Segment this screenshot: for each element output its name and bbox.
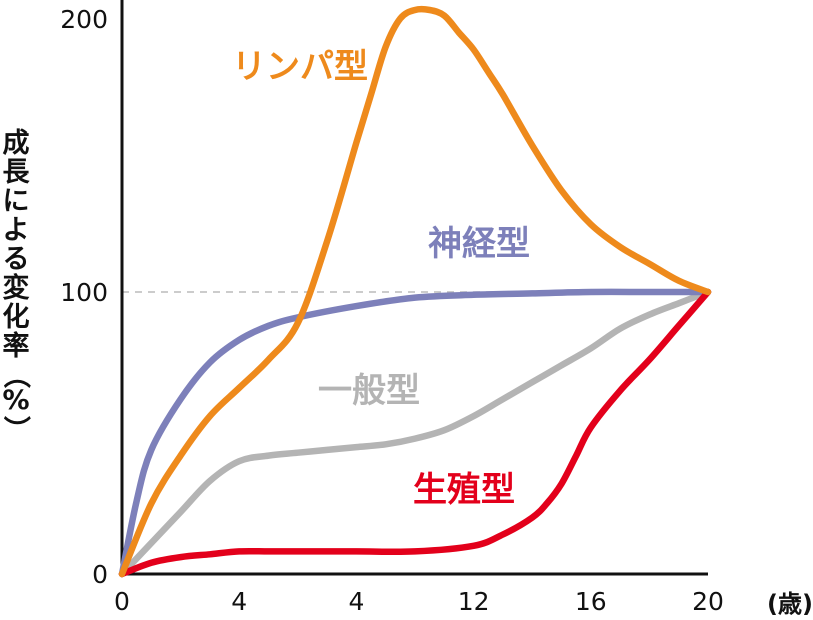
x-tick-label: 20 [692, 587, 724, 616]
series-label-reproductive: 生殖型 [413, 470, 515, 510]
x-tick-label: 12 [458, 587, 490, 616]
series-label-neural: 神経型 [428, 224, 530, 264]
y-axis-label-char: % [2, 385, 29, 416]
y-axis-label-char: 率 [3, 330, 30, 362]
axes [120, 0, 708, 576]
y-axis-label-char: に [3, 186, 30, 217]
y-tick-labels: 0 100 200 [60, 5, 108, 589]
x-axis-unit-label: (歳) [767, 590, 813, 618]
series-line-general [118, 288, 712, 578]
y-tick-label: 100 [60, 278, 108, 307]
y-axis-label-char: （ [0, 362, 31, 389]
y-axis-label-char: 変 [3, 272, 30, 304]
y-tick-label: 0 [92, 560, 108, 589]
series-label-general: 一般型 [318, 371, 420, 411]
y-axis-label-char: よ [3, 215, 30, 246]
series-line-neural [118, 288, 712, 578]
series-line-reproductive [118, 288, 712, 578]
x-tick-label: 4 [231, 587, 247, 616]
y-axis-label-char: 長 [3, 157, 31, 188]
y-axis-label-char: る [3, 244, 30, 275]
x-tick-label: 0 [114, 587, 130, 616]
y-tick-label: 200 [60, 5, 108, 34]
y-axis-label-char: 成 [3, 128, 30, 159]
x-tick-labels: 0 4 4 12 16 20 [114, 587, 724, 616]
x-tick-label: 4 [348, 587, 364, 616]
series-lines [118, 5, 712, 578]
series-label-lymphoid: リンパ型 [232, 47, 368, 87]
x-tick-label: 16 [575, 587, 607, 616]
series-line-lymphoid [118, 5, 712, 578]
y-axis-label-char: 化 [3, 302, 30, 333]
y-axis-label-char: ） [0, 416, 31, 443]
